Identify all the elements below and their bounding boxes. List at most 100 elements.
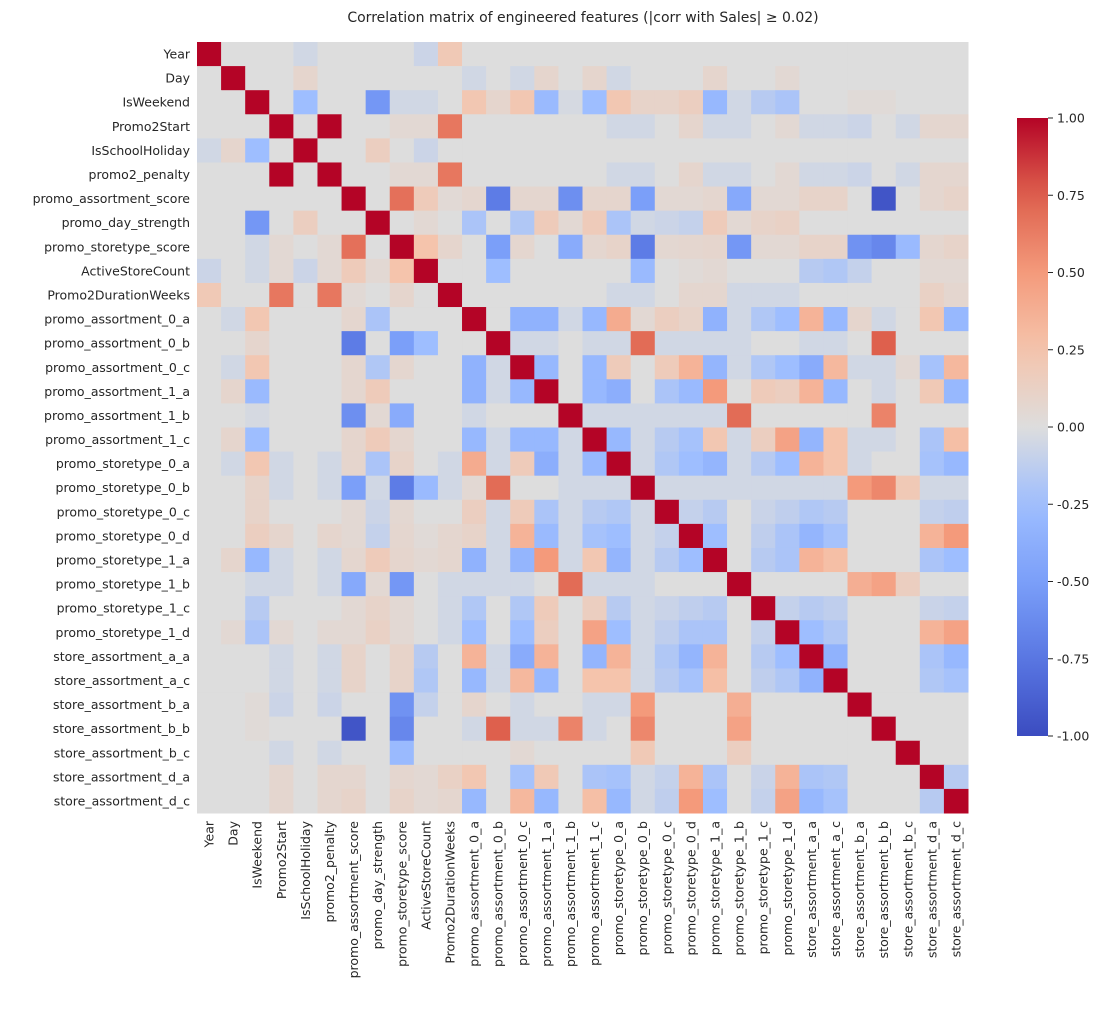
- row-label: promo_assortment_0_c: [45, 360, 190, 375]
- heatmap-cell: [630, 572, 656, 597]
- heatmap-cell: [462, 186, 487, 212]
- heatmap-cell: [654, 210, 680, 236]
- heatmap-cell: [245, 66, 270, 91]
- heatmap-cell: [462, 475, 487, 501]
- heatmap-cell: [269, 644, 294, 669]
- heatmap-cell: [221, 740, 246, 766]
- heatmap-cell: [654, 692, 680, 718]
- heatmap-cell: [341, 451, 367, 477]
- heatmap-cell: [317, 186, 343, 212]
- heatmap-cell: [919, 258, 945, 284]
- heatmap-cell: [534, 427, 559, 453]
- heatmap-cell: [799, 331, 824, 356]
- heatmap-cell: [221, 788, 246, 814]
- heatmap-cell: [534, 210, 559, 236]
- heatmap-cell: [558, 90, 583, 115]
- heatmap-cell: [799, 162, 824, 188]
- heatmap-cell: [317, 788, 343, 814]
- heatmap-cell: [221, 138, 246, 163]
- heatmap-cell: [293, 668, 318, 694]
- heatmap-cell: [317, 547, 343, 573]
- heatmap-cell: [751, 42, 776, 67]
- heatmap-cell: [702, 451, 728, 477]
- heatmap-cell: [582, 764, 608, 790]
- heatmap-cell: [413, 234, 439, 260]
- heatmap-cell: [678, 644, 704, 669]
- heatmap-cell: [389, 499, 415, 525]
- heatmap-cell: [799, 186, 824, 212]
- heatmap-cell: [437, 475, 463, 501]
- heatmap-cell: [727, 451, 752, 477]
- heatmap-cell: [437, 186, 463, 212]
- heatmap-cell: [317, 620, 343, 645]
- colorbar: [1017, 118, 1048, 736]
- heatmap-cell: [510, 764, 535, 790]
- heatmap-cell: [293, 499, 318, 525]
- heatmap-cell: [293, 234, 318, 260]
- heatmap-cell: [943, 186, 969, 212]
- heatmap-cell: [727, 692, 752, 718]
- heatmap-cell: [317, 282, 343, 308]
- heatmap-cell: [678, 716, 704, 742]
- heatmap-cell: [293, 186, 318, 212]
- heatmap-cell: [486, 282, 511, 308]
- heatmap-cell: [341, 475, 367, 501]
- heatmap-cell: [871, 451, 897, 477]
- heatmap-cell: [943, 572, 969, 597]
- heatmap-cell: [389, 547, 415, 573]
- heatmap-cell: [847, 596, 873, 621]
- heatmap-cell: [486, 307, 511, 332]
- heatmap-cell: [245, 499, 270, 525]
- heatmap-cell: [606, 138, 632, 163]
- heatmap-cell: [751, 90, 776, 115]
- heatmap-cell: [582, 572, 608, 597]
- row-label: store_assortment_a_c: [54, 673, 190, 688]
- heatmap-cell: [678, 138, 704, 163]
- heatmap-cell: [702, 475, 728, 501]
- heatmap-cell: [630, 596, 656, 621]
- heatmap-cell: [269, 788, 294, 814]
- heatmap-cell: [895, 499, 921, 525]
- column-label: promo_storetype_0_a: [611, 821, 626, 955]
- heatmap-cell: [534, 764, 559, 790]
- heatmap-cell: [775, 403, 800, 428]
- heatmap-cell: [702, 692, 728, 718]
- column-label: promo_storetype_0_b: [635, 821, 650, 956]
- heatmap-cell: [197, 282, 222, 308]
- heatmap-cell: [678, 210, 704, 236]
- heatmap-cell: [293, 620, 318, 645]
- heatmap-cell: [919, 692, 945, 718]
- heatmap-cell: [437, 668, 463, 694]
- heatmap-cell: [293, 572, 318, 597]
- heatmap-cell: [221, 258, 246, 284]
- row-label: IsWeekend: [122, 95, 190, 110]
- heatmap-cell: [197, 162, 222, 188]
- heatmap-cell: [365, 620, 391, 645]
- row-label: Promo2Start: [112, 119, 190, 134]
- heatmap-cell: [751, 499, 776, 525]
- heatmap-cell: [799, 668, 824, 694]
- heatmap-cell: [799, 572, 824, 597]
- heatmap-cell: [413, 475, 439, 501]
- heatmap-cell: [943, 379, 969, 404]
- heatmap-cell: [365, 66, 391, 91]
- heatmap-cell: [919, 451, 945, 477]
- column-label: store_assortment_b_b: [876, 821, 891, 958]
- heatmap-cell: [317, 692, 343, 718]
- heatmap-cell: [389, 138, 415, 163]
- heatmap-cell: [197, 138, 222, 163]
- heatmap-cell: [751, 668, 776, 694]
- heatmap-cell: [751, 547, 776, 573]
- heatmap-cell: [919, 740, 945, 766]
- heatmap-cell: [341, 572, 367, 597]
- heatmap-cell: [269, 114, 294, 139]
- heatmap-cell: [799, 716, 824, 742]
- heatmap-cell: [727, 282, 752, 308]
- heatmap-cell: [871, 282, 897, 308]
- heatmap-cell: [462, 355, 487, 380]
- row-label: store_assortment_d_a: [53, 769, 190, 784]
- heatmap-cell: [317, 499, 343, 525]
- heatmap-cell: [197, 90, 222, 115]
- heatmap-cell: [486, 764, 511, 790]
- heatmap-cell: [486, 620, 511, 645]
